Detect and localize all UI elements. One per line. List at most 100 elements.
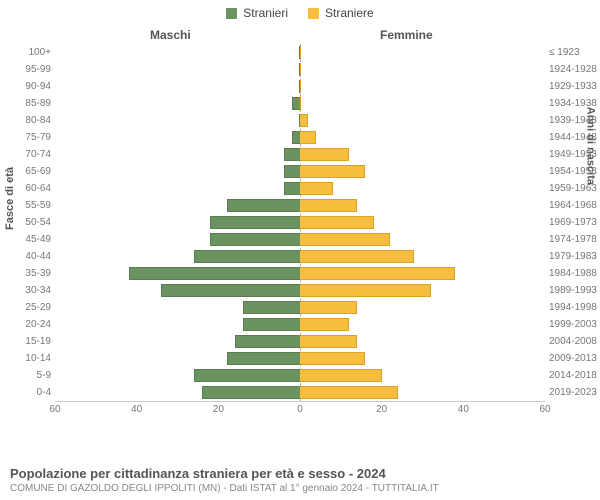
birth-label: 1969-1973 [549,217,600,228]
birth-label: 1994-1998 [549,302,600,313]
bar-female [300,63,301,76]
age-label: 35-39 [11,268,51,279]
x-tick-label: 40 [458,404,469,415]
bar-male [227,199,301,212]
x-tick-label: 60 [49,404,60,415]
birth-label: 2014-2018 [549,370,600,381]
bar-female [300,233,390,246]
bar-female [300,335,357,348]
birth-label: 1974-1978 [549,234,600,245]
x-axis: 6040200204060 [55,401,545,418]
birth-label: 1929-1933 [549,81,600,92]
age-label: 0-4 [11,387,51,398]
age-label: 80-84 [11,115,51,126]
age-label: 25-29 [11,302,51,313]
bar-female [300,369,382,382]
birth-label: 1944-1948 [549,132,600,143]
age-label: 45-49 [11,234,51,245]
x-axis-line [55,401,545,402]
age-label: 75-79 [11,132,51,143]
footer: Popolazione per cittadinanza straniera p… [10,466,590,494]
bar-male [284,148,300,161]
birth-label: 1934-1938 [549,98,600,109]
birth-label: 1989-1993 [549,285,600,296]
bar-male [129,267,301,280]
legend-female-label: Straniere [325,6,374,20]
legend-item-male: Stranieri [226,6,288,20]
bar-male [243,301,300,314]
birth-label: 1959-1963 [549,183,600,194]
age-label: 30-34 [11,285,51,296]
chart-row: 70-741949-1953 [55,146,545,163]
bar-male [235,335,300,348]
chart-row: 80-841939-1943 [55,112,545,129]
chart-row: 35-391984-1988 [55,265,545,282]
bar-female [300,148,349,161]
chart-row: 5-92014-2018 [55,367,545,384]
bar-female [300,250,414,263]
bar-male [210,216,300,229]
chart-row: 10-142009-2013 [55,350,545,367]
bar-female [300,97,301,110]
bar-male [210,233,300,246]
chart-row: 75-791944-1948 [55,129,545,146]
chart-row: 85-891934-1938 [55,95,545,112]
x-tick-label: 20 [376,404,387,415]
chart-row: 50-541969-1973 [55,214,545,231]
chart-row: 0-42019-2023 [55,384,545,401]
chart-row: 65-691954-1958 [55,163,545,180]
bar-male [284,165,300,178]
bar-female [300,165,365,178]
bar-female [300,216,374,229]
x-tick-label: 0 [297,404,303,415]
birth-label: 2009-2013 [549,353,600,364]
age-label: 15-19 [11,336,51,347]
age-label: 55-59 [11,200,51,211]
bar-female [300,352,365,365]
bar-female [300,267,455,280]
bar-male [202,386,300,399]
age-label: 95-99 [11,64,51,75]
x-tick-label: 20 [213,404,224,415]
birth-label: 1979-1983 [549,251,600,262]
birth-label: 2004-2008 [549,336,600,347]
pyramid-chart: 100+≤ 192395-991924-192890-941929-193385… [55,44,545,418]
birth-label: 1939-1943 [549,115,600,126]
age-label: 70-74 [11,149,51,160]
legend: Stranieri Straniere [0,0,600,20]
chart-row: 40-441979-1983 [55,248,545,265]
chart-row: 100+≤ 1923 [55,44,545,61]
bar-male [194,250,300,263]
legend-male-label: Stranieri [243,6,288,20]
chart-row: 45-491974-1978 [55,231,545,248]
chart-row: 30-341989-1993 [55,282,545,299]
bar-male [284,182,300,195]
birth-label: 1954-1958 [549,166,600,177]
bar-male [227,352,301,365]
age-label: 10-14 [11,353,51,364]
age-label: 90-94 [11,81,51,92]
birth-label: 1949-1953 [549,149,600,160]
bar-female [300,301,357,314]
x-tick-label: 40 [131,404,142,415]
bar-male [292,97,300,110]
age-label: 65-69 [11,166,51,177]
col-male-label: Maschi [150,28,191,42]
bar-female [300,114,308,127]
col-female-label: Femmine [380,28,433,42]
chart-subtitle: COMUNE DI GAZOLDO DEGLI IPPOLITI (MN) - … [10,483,590,494]
birth-label: 2019-2023 [549,387,600,398]
bar-female [300,46,301,59]
chart-row: 95-991924-1928 [55,61,545,78]
bar-male [161,284,300,297]
chart-rows: 100+≤ 192395-991924-192890-941929-193385… [55,44,545,401]
legend-item-female: Straniere [308,6,374,20]
bar-female [300,318,349,331]
age-label: 50-54 [11,217,51,228]
birth-label: ≤ 1923 [549,47,600,58]
birth-label: 1984-1988 [549,268,600,279]
chart-title: Popolazione per cittadinanza straniera p… [10,466,590,481]
age-label: 20-24 [11,319,51,330]
bar-female [300,199,357,212]
x-tick-label: 60 [539,404,550,415]
